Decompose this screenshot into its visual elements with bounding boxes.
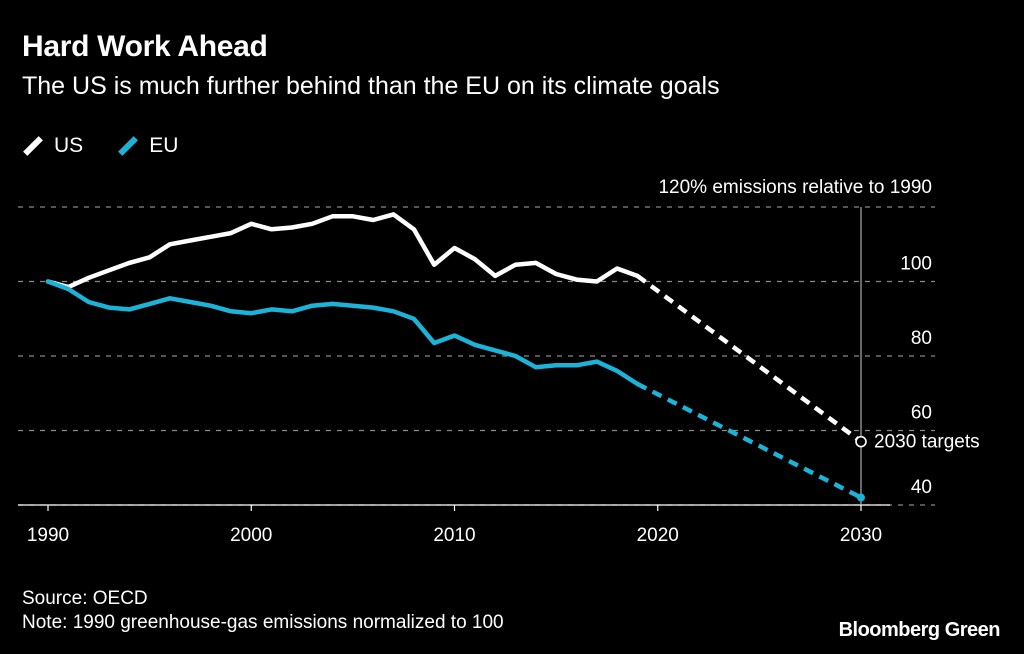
annotation-2030-targets: 2030 targets [874, 432, 980, 453]
legend-label-us: US [54, 134, 84, 157]
y-tick-label-60: 60 [911, 403, 932, 424]
x-tick-label-2020: 2020 [637, 525, 679, 546]
legend-label-eu: EU [149, 134, 179, 157]
target-marker-us [855, 435, 867, 448]
chart-subtitle: The US is much further behind than the E… [22, 72, 720, 100]
legend-item-us: US [22, 134, 83, 158]
series-line-us [45, 212, 640, 290]
legend-item-eu: EU [117, 134, 178, 158]
x-tick-label-2000: 2000 [230, 525, 272, 546]
chart-title: Hard Work Ahead [22, 30, 268, 63]
x-tick-label-2030: 2030 [840, 525, 882, 546]
series-projection-us [636, 274, 863, 444]
source-note: Source: OECD [22, 588, 148, 609]
series-projection-eu [636, 381, 863, 500]
y-tick-label-80: 80 [911, 328, 932, 349]
brand-logo: Bloomberg Green [838, 619, 1001, 641]
series-line-eu [45, 279, 640, 387]
legend: US EU [22, 134, 212, 158]
x-tick-label-1990: 1990 [27, 525, 69, 546]
y-tick-label-120: 120% emissions relative to 1990 [658, 177, 932, 198]
method-note: Note: 1990 greenhouse-gas emissions norm… [22, 612, 504, 633]
y-tick-label-40: 40 [911, 477, 932, 498]
x-tick-label-2010: 2010 [433, 525, 475, 546]
target-marker-eu [857, 493, 865, 502]
y-tick-label-100: 100 [900, 254, 932, 275]
